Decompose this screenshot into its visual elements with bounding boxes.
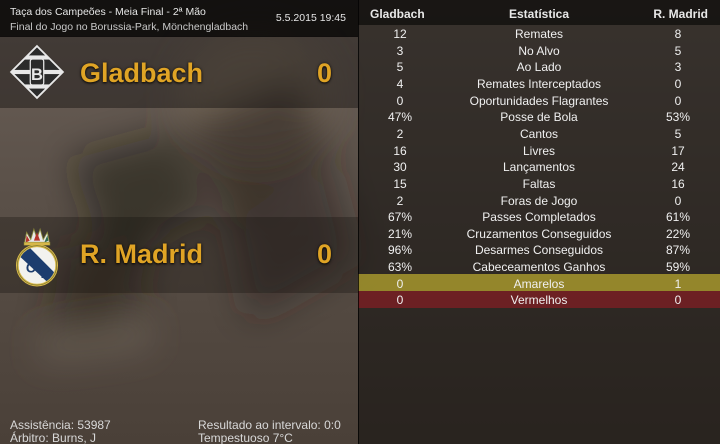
svg-text:B: B — [31, 65, 43, 84]
svg-text:F: F — [41, 269, 48, 281]
svg-text:C: C — [26, 261, 36, 276]
